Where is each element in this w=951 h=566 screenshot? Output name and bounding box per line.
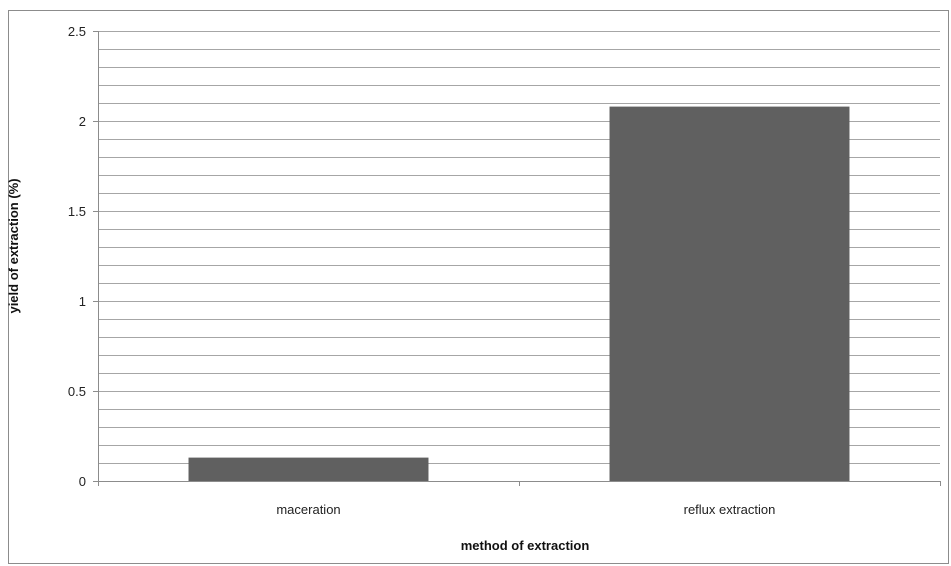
bar (188, 457, 429, 481)
x-tick-label: reflux extraction (684, 502, 776, 517)
y-tick-label: 2 (79, 114, 86, 129)
bar (609, 106, 850, 481)
y-tick-label: 2.5 (68, 24, 86, 39)
y-tick-label: 0 (79, 474, 86, 489)
x-tick-label: maceration (276, 502, 340, 517)
bar-layer (188, 106, 850, 481)
y-tick-label: 0.5 (68, 384, 86, 399)
y-tick-label: 1 (79, 294, 86, 309)
label-layer: 0 0.5 1 1.5 2 2.5 maceration reflux extraction (68, 24, 775, 517)
x-axis-title: method of extraction (461, 538, 590, 553)
y-tick-label: 1.5 (68, 204, 86, 219)
y-axis-title: yield of extraction (%) (6, 178, 21, 313)
axis-layer (93, 31, 941, 486)
